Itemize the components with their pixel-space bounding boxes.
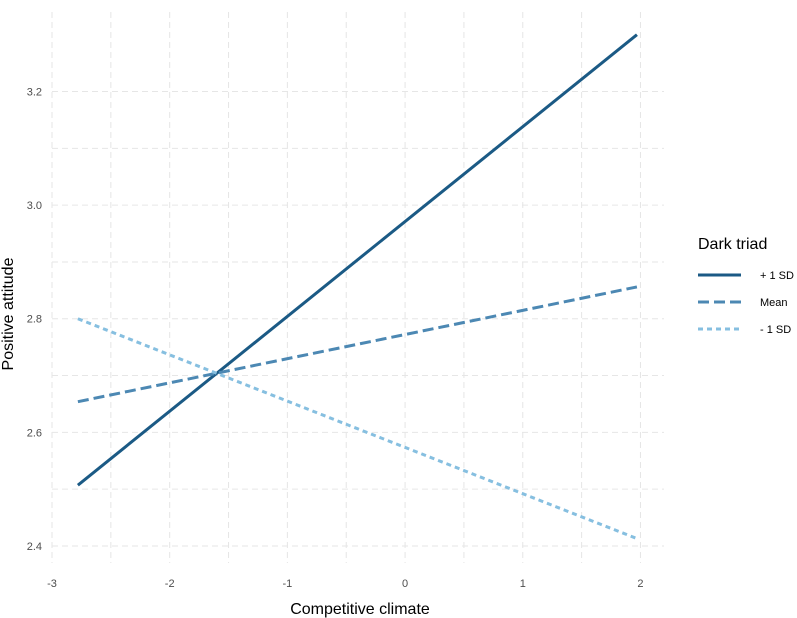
y-axis-title: Positive attitude [0, 257, 17, 370]
x-tick-label: 2 [637, 578, 643, 590]
x-tick-label: 0 [402, 578, 408, 590]
legend: Dark triad + 1 SD Mean - 1 SD [698, 236, 794, 336]
y-tick-label: 2.6 [27, 427, 42, 439]
x-axis-title: Competitive climate [290, 601, 430, 618]
x-tick-label: -2 [165, 578, 175, 590]
legend-title: Dark triad [698, 236, 767, 253]
x-tick-label: -3 [47, 578, 57, 590]
y-axis-ticks: 2.4 2.6 2.8 3.0 3.2 [27, 87, 42, 553]
x-tick-label: -1 [282, 578, 292, 590]
legend-label: - 1 SD [760, 324, 791, 336]
y-tick-label: 3.2 [27, 87, 42, 99]
y-tick-label: 2.4 [27, 541, 42, 553]
series-line [77, 317, 638, 540]
y-tick-label: 3.0 [27, 200, 42, 212]
legend-label: + 1 SD [760, 270, 794, 282]
grid [51, 12, 664, 563]
series-line [77, 285, 638, 404]
legend-label: Mean [760, 297, 788, 309]
y-tick-label: 2.8 [27, 314, 42, 326]
x-tick-label: 1 [520, 578, 526, 590]
x-axis-ticks: -3 -2 -1 0 1 2 [47, 578, 643, 590]
series-lines [76, 33, 638, 540]
series-line [76, 33, 638, 487]
